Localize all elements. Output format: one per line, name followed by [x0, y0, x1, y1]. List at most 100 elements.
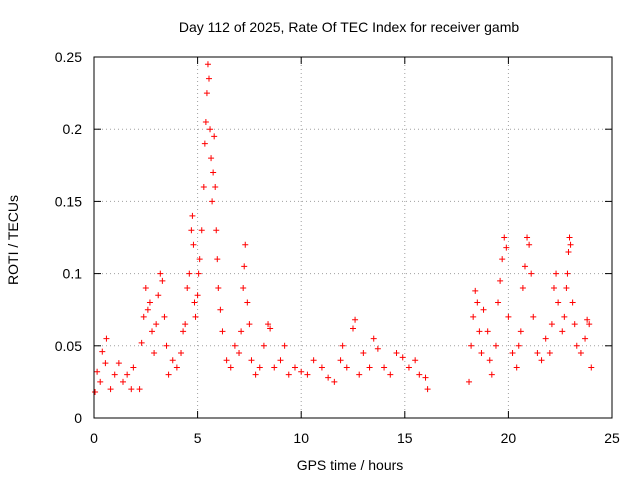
- data-point: [350, 325, 356, 332]
- data-point: [521, 263, 528, 270]
- data-point: [352, 316, 359, 323]
- data-point: [519, 285, 526, 292]
- data-point: [205, 75, 212, 82]
- data-point: [466, 378, 473, 385]
- data-point: [550, 285, 557, 292]
- data-point: [534, 350, 541, 357]
- data-point: [231, 342, 238, 349]
- data-point: [571, 321, 578, 328]
- data-point: [546, 350, 553, 357]
- data-point: [412, 357, 419, 364]
- data-point: [194, 292, 201, 299]
- data-point: [219, 328, 226, 335]
- data-point: [227, 364, 234, 371]
- data-point: [285, 371, 292, 378]
- data-point: [191, 299, 198, 306]
- x-tick-label: 5: [194, 430, 202, 446]
- data-point: [564, 270, 571, 277]
- data-point: [486, 357, 493, 364]
- x-tick-labels: 0 5 10 15 20 25: [90, 430, 620, 446]
- data-point: [582, 335, 589, 342]
- data-point: [528, 270, 535, 277]
- y-tick-label: 0: [74, 410, 82, 426]
- data-point: [566, 234, 573, 241]
- data-point: [393, 350, 400, 357]
- data-point: [538, 357, 545, 364]
- data-point: [242, 241, 249, 248]
- data-point: [422, 374, 429, 381]
- data-point: [517, 328, 524, 335]
- data-point: [103, 335, 110, 342]
- grid-lines: [94, 57, 612, 418]
- x-tick-label: 10: [293, 430, 309, 446]
- data-point: [209, 198, 216, 205]
- data-point: [236, 350, 243, 357]
- axis-ticks: [93, 56, 613, 419]
- data-point: [563, 285, 570, 292]
- data-point: [310, 357, 317, 364]
- data-point: [180, 328, 187, 335]
- data-point: [212, 183, 219, 190]
- data-point: [214, 256, 221, 263]
- data-point: [339, 342, 346, 349]
- data-point: [184, 285, 191, 292]
- data-point: [374, 345, 381, 352]
- data-point: [318, 364, 325, 371]
- y-tick-label: 0.15: [55, 193, 82, 209]
- data-point: [159, 277, 166, 284]
- data-point: [586, 321, 593, 328]
- data-point: [492, 342, 499, 349]
- data-point: [561, 313, 568, 320]
- data-point: [399, 354, 406, 361]
- x-tick-label: 25: [604, 430, 620, 446]
- chart-title: Day 112 of 2025, Rate Of TEC Index for r…: [179, 19, 520, 35]
- data-point: [120, 378, 127, 385]
- data-point: [476, 328, 483, 335]
- data-point: [470, 313, 477, 320]
- data-point: [267, 325, 274, 332]
- data-point: [144, 306, 151, 313]
- data-point: [474, 299, 481, 306]
- data-point: [178, 350, 185, 357]
- data-point: [163, 342, 170, 349]
- data-point: [186, 270, 193, 277]
- data-point: [189, 212, 196, 219]
- data-point: [153, 321, 160, 328]
- data-point: [260, 342, 267, 349]
- data-point: [356, 371, 363, 378]
- data-point: [173, 364, 180, 371]
- data-point: [161, 313, 168, 320]
- data-point: [213, 227, 220, 234]
- data-point: [196, 256, 203, 263]
- data-point: [211, 133, 218, 140]
- x-axis-label: GPS time / hours: [297, 457, 404, 473]
- data-point: [128, 386, 135, 393]
- data-point: [472, 287, 479, 294]
- data-point: [157, 270, 164, 277]
- y-tick-label: 0.2: [63, 121, 83, 137]
- data-point: [217, 306, 224, 313]
- data-point: [256, 364, 263, 371]
- data-point: [149, 328, 156, 335]
- data-point: [146, 299, 153, 306]
- data-point: [107, 386, 114, 393]
- data-point: [165, 371, 172, 378]
- data-point: [277, 357, 284, 364]
- x-tick-label: 0: [90, 430, 98, 446]
- data-point: [495, 299, 502, 306]
- data-point: [298, 368, 305, 375]
- data-point: [478, 350, 485, 357]
- y-axis-label: ROTI / TECUs: [5, 195, 21, 285]
- data-point: [140, 313, 147, 320]
- data-point: [142, 285, 149, 292]
- data-point: [198, 227, 205, 234]
- data-point: [210, 169, 217, 176]
- data-point: [223, 357, 230, 364]
- data-point: [188, 227, 195, 234]
- data-point: [331, 378, 338, 385]
- data-point: [208, 155, 215, 162]
- data-point: [155, 292, 162, 299]
- data-point: [190, 241, 197, 248]
- data-point: [503, 244, 510, 251]
